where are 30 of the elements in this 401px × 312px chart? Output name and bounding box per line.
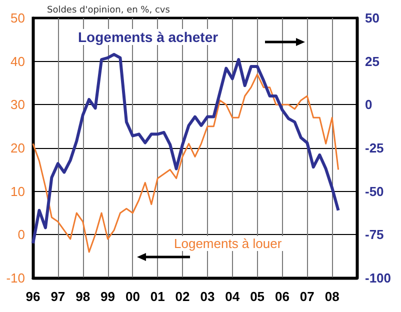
y-tick-label: 30	[10, 97, 25, 112]
y2-tick-label: 50	[365, 10, 380, 26]
x-tick-label: 04	[225, 289, 240, 304]
y2-tick-label: -75	[365, 227, 384, 242]
x-tick-label: 96	[26, 289, 40, 304]
y-tick-label: 40	[10, 54, 25, 69]
x-tick-label: 00	[125, 289, 140, 304]
y2-tick-label: -50	[365, 184, 384, 199]
y2-tick-label: -25	[365, 140, 384, 156]
text: Logements à louer	[174, 236, 282, 251]
x-tick-label: 99	[100, 289, 116, 304]
x-tick-label: 97	[50, 289, 66, 304]
y2-tick-label: 0	[365, 97, 372, 112]
y2-tick-label: 25	[365, 54, 380, 69]
x-tick-label: 01	[150, 289, 165, 304]
y2-tick-label: -100	[365, 270, 392, 286]
series-label: Logements à acheter	[78, 29, 219, 45]
x-tick-label: 03	[200, 289, 215, 304]
y-tick-label: 10	[10, 184, 25, 199]
y-tick-label: 0	[18, 227, 25, 242]
x-tick-label: 07	[300, 289, 314, 304]
x-tick-label: 08	[324, 289, 340, 304]
x-tick-label: 05	[250, 289, 265, 304]
x-tick-label: 02	[175, 289, 190, 304]
y-tick-label: 50	[10, 10, 25, 26]
x-tick-label: 98	[76, 289, 90, 304]
chart-title: Soldes d'opinion, en %, cvs	[47, 6, 170, 16]
y-tick-label: 20	[10, 140, 25, 156]
x-tick-label: 06	[274, 289, 290, 304]
y-tick-label: -10	[6, 270, 25, 286]
